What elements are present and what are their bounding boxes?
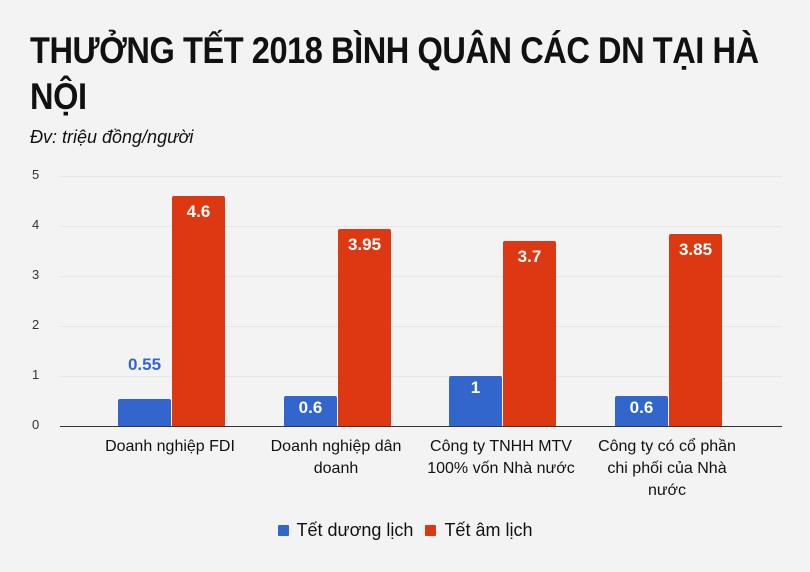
legend-label: Tết âm lịch (444, 520, 533, 540)
value-label: 0.6 (629, 398, 654, 417)
legend-label: Tết dương lịch (296, 520, 414, 540)
value-label: 3.95 (347, 234, 382, 254)
y-tick-label: 3 (32, 267, 40, 282)
chart-title: THƯỞNG TẾT 2018 BÌNH QUÂN CÁC DN TẠI HÀ … (30, 30, 759, 117)
legend-item[interactable]: Tết âm lịch (425, 520, 532, 541)
x-category-label: Công ty TNHH MTV 100% vốn Nhà nước (427, 438, 575, 477)
legend-item[interactable]: Tết dương lịch (277, 520, 414, 541)
y-tick-label: 0 (32, 417, 40, 432)
gridline (60, 326, 782, 327)
x-category-label: Công ty có cổ phần chi phối của Nhà nước (598, 438, 736, 499)
x-axis-line (60, 426, 782, 427)
value-label: 4.6 (186, 202, 211, 221)
gridline (60, 226, 782, 227)
bar-red[interactable] (669, 233, 722, 426)
value-label: 1 (470, 378, 481, 397)
chart-subtitle: Đv: triệu đồng/người (30, 127, 194, 147)
y-tick-label: 1 (32, 367, 40, 382)
value-label: 3.7 (517, 247, 542, 266)
gridline (60, 276, 782, 277)
bar-red[interactable] (172, 196, 225, 426)
bar-blue[interactable] (284, 396, 337, 426)
y-tick-label: 4 (32, 217, 40, 232)
bar-red[interactable] (503, 241, 556, 426)
bar-blue[interactable] (615, 396, 668, 426)
legend-swatch-icon (277, 525, 289, 536)
x-category-label: Doanh nghiệp FDI (105, 438, 235, 455)
bar-blue[interactable] (449, 376, 502, 426)
bar-red[interactable] (338, 228, 391, 426)
gridline (60, 176, 782, 177)
y-tick-label: 2 (32, 317, 40, 332)
legend: Tết dương lịch Tết âm lịch (0, 520, 810, 541)
gridline (60, 376, 782, 377)
value-label: 0.55 (127, 354, 162, 374)
value-label: 3.85 (678, 239, 713, 259)
value-label: 0.6 (298, 398, 323, 417)
bar-blue[interactable] (118, 398, 171, 426)
x-category-label: Doanh nghiệp dân doanh (270, 438, 402, 477)
legend-swatch-icon (425, 525, 437, 536)
y-tick-label: 5 (32, 167, 40, 182)
